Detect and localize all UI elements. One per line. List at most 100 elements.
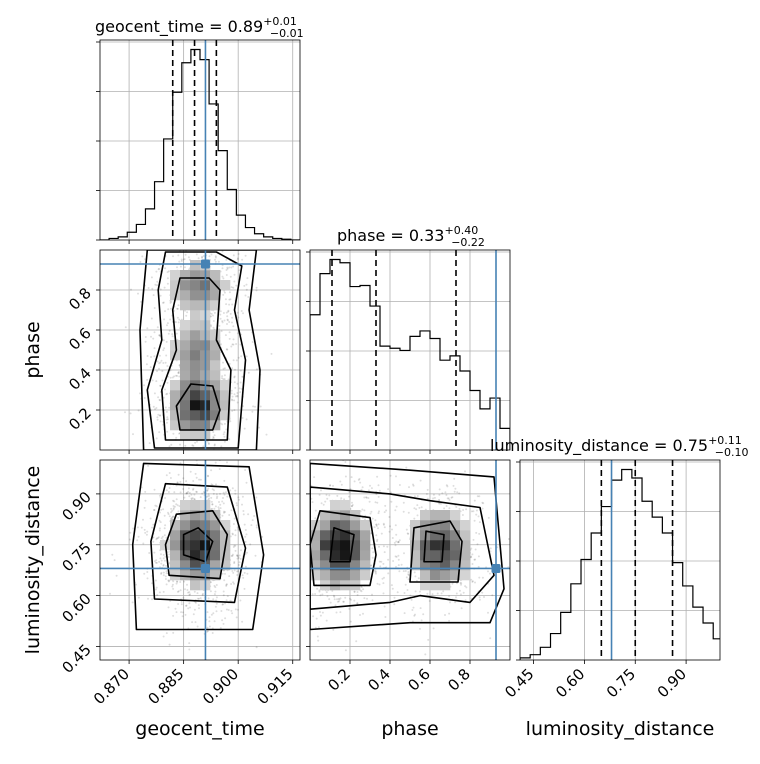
sample-point bbox=[373, 569, 376, 572]
density-cell bbox=[220, 380, 231, 391]
y-tick-label: 0.4 bbox=[65, 364, 95, 394]
sample-point bbox=[473, 519, 476, 522]
sample-point bbox=[328, 598, 331, 601]
sample-point bbox=[154, 579, 157, 582]
sample-point bbox=[448, 619, 451, 622]
sample-point bbox=[135, 583, 137, 586]
sample-point bbox=[487, 516, 490, 519]
sample-point bbox=[184, 253, 187, 256]
sample-point bbox=[188, 491, 191, 494]
sample-point bbox=[487, 611, 489, 614]
sample-point bbox=[215, 584, 218, 586]
sample-point bbox=[186, 492, 189, 495]
sample-point bbox=[212, 598, 215, 601]
sample-point bbox=[206, 495, 209, 498]
sample-point bbox=[361, 486, 364, 489]
sample-point bbox=[232, 343, 235, 346]
sample-point bbox=[389, 474, 392, 477]
sample-point bbox=[443, 507, 446, 510]
sample-point bbox=[217, 506, 220, 509]
sample-point bbox=[342, 600, 345, 603]
sample-point bbox=[361, 508, 364, 511]
density-cell bbox=[190, 330, 201, 341]
density-cell bbox=[340, 520, 351, 531]
density-cell bbox=[350, 550, 361, 561]
sample-point bbox=[449, 601, 451, 604]
sample-point bbox=[255, 524, 258, 527]
sample-point bbox=[365, 496, 368, 499]
density-cell bbox=[190, 570, 201, 581]
sample-point bbox=[237, 496, 240, 499]
sample-point bbox=[224, 617, 227, 620]
sample-point bbox=[238, 387, 241, 390]
sample-point bbox=[233, 517, 236, 520]
sample-point bbox=[448, 499, 451, 501]
density-cell bbox=[310, 570, 321, 581]
density-cell bbox=[340, 510, 351, 521]
sample-point bbox=[384, 616, 387, 618]
sample-point bbox=[162, 571, 165, 574]
sample-point bbox=[163, 318, 166, 321]
sample-point bbox=[432, 497, 435, 500]
sample-point bbox=[438, 499, 441, 502]
sample-point bbox=[387, 488, 390, 491]
sample-point bbox=[160, 571, 163, 574]
sample-point bbox=[445, 484, 448, 487]
sample-point bbox=[201, 255, 204, 258]
contour-line bbox=[329, 526, 355, 563]
sample-point bbox=[165, 570, 168, 573]
contour-line bbox=[310, 486, 495, 611]
sample-point bbox=[162, 557, 165, 560]
sample-point bbox=[215, 493, 218, 496]
sample-point bbox=[166, 282, 169, 285]
density-cell bbox=[440, 550, 451, 561]
sample-point bbox=[210, 325, 212, 328]
sample-point bbox=[168, 487, 171, 489]
sample-point bbox=[371, 593, 373, 596]
contour-line bbox=[146, 251, 247, 449]
sample-point bbox=[208, 497, 211, 500]
sample-point bbox=[222, 502, 225, 505]
density-cell bbox=[310, 560, 321, 571]
sample-point bbox=[238, 269, 241, 272]
sample-point bbox=[236, 557, 239, 560]
sample-point bbox=[184, 588, 186, 591]
sample-point bbox=[155, 505, 158, 508]
sample-point bbox=[367, 489, 370, 492]
sample-point bbox=[158, 367, 160, 370]
density-cell bbox=[180, 560, 191, 571]
sample-point bbox=[177, 304, 180, 307]
sample-point bbox=[393, 541, 396, 544]
sample-point bbox=[378, 545, 380, 548]
density-cell bbox=[180, 340, 191, 351]
sample-point bbox=[175, 321, 177, 324]
sample-point bbox=[162, 635, 165, 638]
sample-point bbox=[229, 599, 232, 602]
sample-point bbox=[179, 443, 181, 446]
sample-point bbox=[136, 526, 139, 529]
sample-point bbox=[391, 537, 394, 539]
sample-point bbox=[318, 493, 321, 496]
sample-point bbox=[168, 406, 171, 409]
sample-point bbox=[481, 576, 484, 579]
truth-point bbox=[200, 563, 210, 573]
sample-point bbox=[158, 560, 161, 563]
sample-point bbox=[222, 293, 225, 296]
sample-point bbox=[185, 604, 188, 607]
sample-point bbox=[167, 556, 170, 558]
sample-point bbox=[359, 481, 362, 484]
sample-point bbox=[199, 478, 202, 481]
sample-point bbox=[397, 554, 400, 557]
sample-point bbox=[163, 286, 166, 289]
sample-point bbox=[419, 627, 421, 630]
sample-point bbox=[166, 418, 169, 421]
sample-point bbox=[400, 563, 403, 566]
sample-point bbox=[251, 410, 254, 413]
sample-point bbox=[369, 484, 371, 487]
density-cell bbox=[170, 520, 181, 531]
sample-point bbox=[236, 382, 239, 385]
sample-point bbox=[171, 335, 174, 338]
sample-point bbox=[170, 507, 173, 510]
sample-point bbox=[159, 294, 162, 297]
sample-point bbox=[356, 602, 359, 605]
